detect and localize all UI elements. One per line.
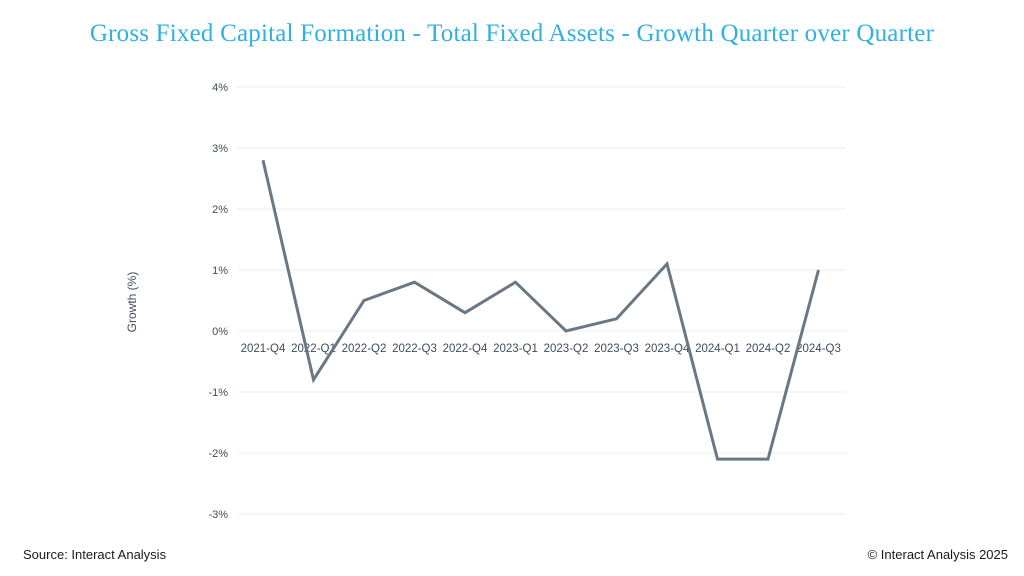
x-tick-label: 2023-Q2 xyxy=(544,343,589,355)
y-tick-label: 4% xyxy=(212,82,228,94)
y-tick-label: 2% xyxy=(212,204,228,216)
y-axis-title: Growth (%) xyxy=(125,271,139,333)
x-tick-label: 2022-Q1 xyxy=(291,343,336,355)
x-tick-label: 2024-Q1 xyxy=(695,343,740,355)
y-tick-label: 1% xyxy=(212,265,228,277)
x-tick-label: 2022-Q2 xyxy=(342,343,387,355)
x-tick-label: 2024-Q3 xyxy=(796,343,841,355)
x-tick-label: 2022-Q4 xyxy=(443,343,488,355)
y-tick-label: -3% xyxy=(208,509,228,521)
y-tick-label: 0% xyxy=(212,326,228,338)
y-tick-label: -2% xyxy=(208,448,228,460)
chart-title: Gross Fixed Capital Formation - Total Fi… xyxy=(89,20,935,47)
y-tick-label: -1% xyxy=(208,387,228,399)
x-tick-label: 2023-Q4 xyxy=(645,343,690,355)
x-tick-label: 2023-Q3 xyxy=(594,343,639,355)
x-tick-label: 2024-Q2 xyxy=(746,343,791,355)
x-tick-label: 2022-Q3 xyxy=(392,343,437,355)
y-tick-label: 3% xyxy=(212,143,228,155)
copyright-note: © Interact Analysis 2025 xyxy=(867,547,1008,562)
x-tick-label: 2021-Q4 xyxy=(241,343,286,355)
source-note: Source: Interact Analysis xyxy=(23,547,167,562)
x-tick-label: 2023-Q1 xyxy=(493,343,538,355)
growth-line-series xyxy=(261,159,820,461)
